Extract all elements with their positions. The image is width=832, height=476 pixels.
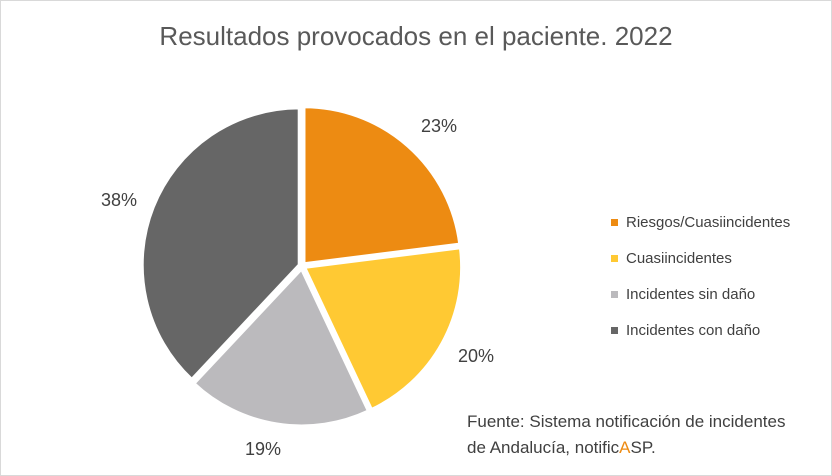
pie-slice-2 bbox=[191, 266, 371, 428]
legend-swatch bbox=[611, 218, 618, 226]
slice-label-1: 20% bbox=[458, 346, 494, 366]
source-line-2: de Andalucía, notificASP. bbox=[467, 435, 785, 461]
legend-item-1: Cuasiincidentes bbox=[611, 240, 790, 276]
source-note: Fuente: Sistema notificación de incident… bbox=[467, 409, 785, 461]
legend-item-0: Riesgos/Cuasiincidentes bbox=[611, 204, 790, 240]
pie-slice-0 bbox=[302, 105, 462, 266]
source-line-1: Fuente: Sistema notificación de incident… bbox=[467, 412, 786, 431]
pie-slice-3 bbox=[140, 106, 301, 382]
slice-label-2: 19% bbox=[245, 439, 281, 459]
legend-label: Riesgos/Cuasiincidentes bbox=[626, 213, 791, 231]
legend-item-3: Incidentes con daño bbox=[611, 312, 790, 348]
legend-swatch bbox=[611, 254, 618, 262]
legend-swatch bbox=[611, 326, 618, 334]
chart-title: Resultados provocados en el paciente. 20… bbox=[159, 21, 673, 51]
legend-swatch bbox=[611, 290, 618, 298]
legend-label: Incidentes con daño bbox=[626, 321, 761, 339]
chart-legend: Riesgos/Cuasiincidentes Cuasiincidentes In… bbox=[611, 204, 790, 348]
legend-label: Cuasiincidentes bbox=[626, 249, 732, 267]
source-line-2-prefix: de Andalucía, notific bbox=[467, 438, 620, 457]
legend-item-2: Incidentes sin daño bbox=[611, 276, 790, 312]
pie-slice-1 bbox=[302, 246, 464, 412]
source-line-2-accent: A bbox=[619, 438, 631, 457]
slice-label-3: 38% bbox=[101, 190, 137, 210]
source-line-2-suffix: SP. bbox=[630, 438, 656, 457]
legend-label: Incidentes sin daño bbox=[626, 285, 756, 303]
slice-label-0: 23% bbox=[421, 116, 457, 136]
